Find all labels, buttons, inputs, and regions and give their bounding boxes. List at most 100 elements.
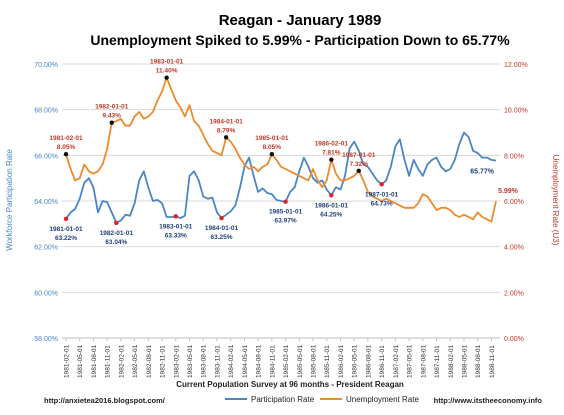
y-tick-label-left: 68.00% — [34, 108, 58, 115]
footer-right-url: http://www.itstheeconomy.info — [434, 396, 543, 405]
y-tick-label-right: 8.00% — [504, 153, 524, 160]
participation-annotation-value: 63.97% — [275, 218, 297, 225]
participation-annotation-date: 1982-01-01 — [100, 230, 134, 237]
y-tick-label-left: 62.00% — [34, 245, 58, 252]
unemployment-annotation-value: 7.32% — [350, 161, 369, 168]
x-tick-label: 1982-08-01 — [146, 344, 153, 378]
x-tick-label: 1988-11-01 — [489, 345, 496, 378]
participation-annotation-value: 63.25% — [211, 234, 233, 241]
participation-marker — [63, 216, 69, 222]
participation-annotation-value: 64.73% — [371, 200, 393, 207]
footer-left-url: http://anxietea2016.blogspot.com/ — [44, 396, 166, 405]
unemployment-annotation-date: 1982-01-01 — [95, 104, 129, 111]
participation-end-label: 65.77% — [470, 169, 495, 176]
x-tick-label: 1988-05-01 — [461, 344, 468, 378]
y-tick-label-left: 66.00% — [34, 153, 58, 160]
x-tick-label: 1982-05-01 — [132, 344, 139, 378]
y-tick-label-right: 6.00% — [504, 199, 524, 206]
unemployment-annotation-value: 9.43% — [103, 113, 122, 120]
x-tick-label: 1985-02-01 — [283, 344, 290, 378]
x-tick-label: 1985-08-01 — [311, 344, 318, 378]
unemployment-annotation-value: 8.05% — [263, 144, 282, 151]
unemployment-annotation-date: 1987-01-01 — [342, 152, 376, 159]
participation-annotation-value: 63.04% — [105, 239, 127, 246]
y-tick-label-left: 64.00% — [34, 199, 58, 206]
legend-participation-label: Participation Rate — [251, 395, 315, 404]
unemployment-annotation-date: 1985-01-01 — [255, 135, 289, 142]
unemployment-annotation-value: 11.40% — [156, 68, 178, 75]
participation-marker — [219, 215, 224, 221]
unemployment-marker — [269, 151, 275, 157]
x-tick-label: 1988-08-01 — [475, 344, 482, 378]
y-axis-right: 0.00% 2.00% 4.00% 6.00% 8.00% 10.00% 12.00% — [504, 62, 528, 343]
x-tick-label: 1983-05-01 — [187, 344, 194, 378]
unemployment-marker — [329, 157, 334, 162]
participation-annotation-date: 1984-01-01 — [205, 225, 239, 232]
legend-unemployment-label: Unemployment Rate — [346, 395, 419, 404]
y-tick-label-right: 4.00% — [504, 245, 524, 252]
x-tick-label: 1983-11-01 — [214, 345, 221, 378]
x-tick-label: 1983-02-01 — [173, 344, 180, 378]
x-tick-label: 1981-11-01 — [105, 345, 112, 378]
y-axis-left: 58.00% 60.00% 62.00% 64.00% 66.00% 68.00% 70.0… — [34, 62, 58, 343]
unemployment-annotation-date: 1983-01-01 — [150, 59, 184, 66]
unemployment-marker — [109, 120, 114, 125]
participation-marker — [283, 199, 288, 204]
unemployment-annotation-value: 8.79% — [217, 127, 236, 134]
x-tick-label: 1987-08-01 — [420, 344, 427, 378]
unemployment-rate-line — [65, 76, 497, 223]
x-tick-label: 1982-02-01 — [118, 344, 125, 378]
x-tick-label: 1986-05-01 — [352, 344, 359, 378]
x-tick-label: 1987-11-01 — [434, 345, 441, 378]
y-tick-label-right: 2.00% — [504, 290, 524, 297]
y-axis-left-title: Workforce Participation Rate — [5, 149, 14, 251]
unemployment-marker — [63, 151, 69, 157]
x-tick-label: 1988-02-01 — [448, 344, 455, 378]
chart-title: Reagan - January 1989 — [219, 12, 382, 29]
y-tick-label-left: 70.00% — [34, 62, 58, 69]
unemployment-annotation-date: 1981-02-01 — [49, 135, 83, 142]
x-tick-label: 1984-11-01 — [269, 345, 276, 378]
x-tick-label: 1981-02-01 — [64, 344, 71, 378]
y-tick-label-left: 60.00% — [34, 290, 58, 297]
x-tick-label: 1984-05-01 — [242, 344, 249, 378]
x-tick-label: 1982-11-01 — [160, 345, 167, 378]
unemployment-annotation-date: 1986-02-01 — [315, 141, 349, 148]
participation-annotation-value: 63.33% — [165, 232, 187, 239]
unemployment-marker — [223, 135, 229, 140]
participation-annotation-date: 1981-01-01 — [49, 226, 83, 233]
x-tick-label: 1986-11-01 — [379, 345, 386, 378]
unemployment-annotation-value: 7.81% — [322, 150, 341, 157]
participation-annotation-date: 1986-01-01 — [315, 202, 349, 209]
x-axis-title: Current Population Survey at 96 months -… — [176, 380, 404, 389]
chart-subtitle: Unemployment Spiked to 5.99% - Participa… — [90, 32, 510, 48]
x-axis: 1981-02-01 1981-05-01 1981-08-01 1981-11-01… — [62, 337, 500, 378]
participation-marker — [379, 182, 384, 187]
participation-rate-line — [65, 131, 497, 224]
y-axis-right-title: Unemployment Rate (U3) — [551, 155, 560, 246]
participation-marker — [114, 220, 119, 226]
participation-annotation-date: 1987-01-01 — [365, 191, 399, 198]
participation-marker — [173, 214, 178, 219]
x-tick-label: 1984-08-01 — [256, 344, 263, 378]
unemployment-annotation-value: 8.05% — [57, 144, 76, 151]
x-tick-label: 1983-08-01 — [201, 344, 208, 378]
x-tick-label: 1986-02-01 — [338, 344, 345, 378]
x-tick-label: 1981-05-01 — [77, 344, 84, 378]
unemployment-end-label: 5.99% — [498, 188, 519, 195]
x-tick-label: 1986-08-01 — [365, 344, 372, 378]
unemployment-marker — [356, 168, 361, 174]
x-tick-label: 1984-02-01 — [228, 344, 235, 378]
x-tick-label: 1987-02-01 — [393, 344, 400, 378]
participation-annotation-date: 1985-01-01 — [269, 209, 303, 216]
participation-annotation-date: 1983-01-01 — [159, 223, 193, 230]
y-tick-label-left: 58.00% — [34, 336, 58, 343]
unemployment-marker — [164, 75, 169, 80]
x-tick-label: 1985-05-01 — [297, 344, 304, 378]
x-tick-label: 1981-08-01 — [91, 344, 98, 378]
unemployment-annotation-date: 1984-01-01 — [209, 118, 243, 125]
x-tick-label: 1987-05-01 — [407, 344, 414, 378]
series-lines — [65, 76, 497, 224]
